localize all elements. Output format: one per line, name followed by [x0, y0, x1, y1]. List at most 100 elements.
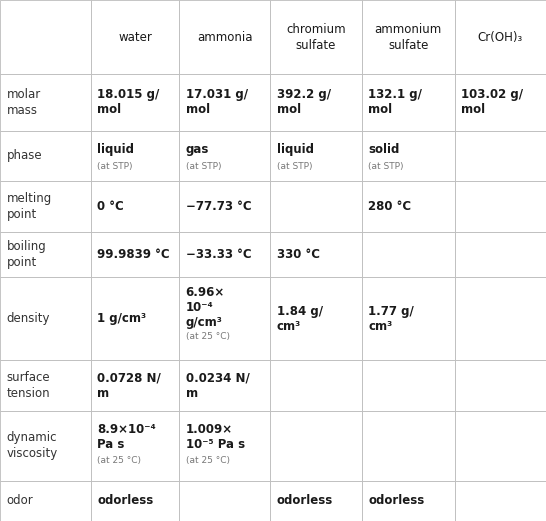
Text: (at 25 °C): (at 25 °C) [97, 456, 141, 465]
Bar [0, 411, 91, 481]
Bar [361, 232, 455, 277]
Bar [270, 232, 361, 277]
Text: 1.009×
10⁻⁵ Pa s: 1.009× 10⁻⁵ Pa s [186, 423, 245, 451]
Text: 17.031 g/
mol: 17.031 g/ mol [186, 89, 248, 117]
Text: 0 °C: 0 °C [97, 200, 124, 213]
Text: odorless: odorless [368, 494, 424, 507]
Bar [0, 131, 91, 181]
Text: liquid: liquid [277, 143, 314, 156]
Bar [91, 0, 179, 74]
Text: (at STP): (at STP) [368, 162, 403, 171]
Text: 330 °C: 330 °C [277, 248, 320, 261]
Text: 6.96×
10⁻⁴
g/cm³: 6.96× 10⁻⁴ g/cm³ [186, 287, 225, 329]
Bar [91, 361, 179, 411]
Text: (at STP): (at STP) [277, 162, 312, 171]
Bar [361, 361, 455, 411]
Bar [0, 181, 91, 232]
Bar [179, 181, 270, 232]
Text: 0.0728 N/
m: 0.0728 N/ m [97, 371, 161, 400]
Bar [270, 277, 361, 361]
Bar [179, 481, 270, 521]
Bar [179, 411, 270, 481]
Bar [270, 361, 361, 411]
Text: odorless: odorless [277, 494, 333, 507]
Text: 18.015 g/
mol: 18.015 g/ mol [97, 89, 159, 117]
Text: molar
mass: molar mass [7, 88, 40, 117]
Bar [0, 481, 91, 521]
Text: 132.1 g/
mol: 132.1 g/ mol [368, 89, 422, 117]
Bar [361, 0, 455, 74]
Bar [91, 277, 179, 361]
Text: odor: odor [7, 494, 33, 507]
Text: 280 °C: 280 °C [368, 200, 411, 213]
Bar [91, 181, 179, 232]
Bar [361, 411, 455, 481]
Bar [0, 277, 91, 361]
Bar [455, 0, 546, 74]
Bar [179, 277, 270, 361]
Text: boiling
point: boiling point [7, 240, 46, 269]
Bar [361, 181, 455, 232]
Text: ammonium
sulfate: ammonium sulfate [375, 22, 442, 52]
Text: solid: solid [368, 143, 400, 156]
Text: melting
point: melting point [7, 192, 52, 221]
Text: surface
tension: surface tension [7, 371, 50, 400]
Text: (at 25 °C): (at 25 °C) [186, 332, 230, 341]
Bar [455, 411, 546, 481]
Bar [179, 131, 270, 181]
Text: chromium
sulfate: chromium sulfate [286, 22, 346, 52]
Text: dynamic
viscosity: dynamic viscosity [7, 431, 58, 461]
Bar [455, 277, 546, 361]
Text: odorless: odorless [97, 494, 153, 507]
Text: ammonia: ammonia [197, 31, 253, 44]
Bar [455, 361, 546, 411]
Text: (at STP): (at STP) [97, 162, 133, 171]
Text: (at STP): (at STP) [186, 162, 221, 171]
Bar [361, 131, 455, 181]
Bar [91, 232, 179, 277]
Bar [455, 74, 546, 131]
Bar [179, 361, 270, 411]
Text: water: water [118, 31, 152, 44]
Bar [270, 0, 361, 74]
Bar [455, 181, 546, 232]
Text: gas: gas [186, 143, 209, 156]
Bar [0, 361, 91, 411]
Text: density: density [7, 312, 50, 325]
Bar [179, 0, 270, 74]
Bar [91, 131, 179, 181]
Bar [455, 232, 546, 277]
Text: liquid: liquid [97, 143, 134, 156]
Bar [91, 481, 179, 521]
Bar [91, 411, 179, 481]
Bar [455, 481, 546, 521]
Bar [361, 481, 455, 521]
Bar [91, 74, 179, 131]
Text: 1 g/cm³: 1 g/cm³ [97, 312, 146, 325]
Text: −77.73 °C: −77.73 °C [186, 200, 251, 213]
Bar [270, 481, 361, 521]
Text: 8.9×10⁻⁴
Pa s: 8.9×10⁻⁴ Pa s [97, 423, 156, 451]
Text: (at 25 °C): (at 25 °C) [186, 456, 230, 465]
Text: 103.02 g/
mol: 103.02 g/ mol [461, 89, 523, 117]
Text: 99.9839 °C: 99.9839 °C [97, 248, 170, 261]
Text: Cr(OH)₃: Cr(OH)₃ [478, 31, 523, 44]
Bar [179, 232, 270, 277]
Bar [270, 181, 361, 232]
Bar [0, 74, 91, 131]
Bar [361, 74, 455, 131]
Bar [0, 232, 91, 277]
Text: 1.84 g/
cm³: 1.84 g/ cm³ [277, 305, 323, 333]
Text: 1.77 g/
cm³: 1.77 g/ cm³ [368, 305, 414, 333]
Bar [0, 0, 91, 74]
Bar [270, 74, 361, 131]
Bar [361, 277, 455, 361]
Bar [455, 131, 546, 181]
Bar [179, 74, 270, 131]
Text: 0.0234 N/
m: 0.0234 N/ m [186, 371, 250, 400]
Text: phase: phase [7, 150, 42, 163]
Bar [270, 131, 361, 181]
Text: 392.2 g/
mol: 392.2 g/ mol [277, 89, 331, 117]
Text: −33.33 °C: −33.33 °C [186, 248, 251, 261]
Bar [270, 411, 361, 481]
